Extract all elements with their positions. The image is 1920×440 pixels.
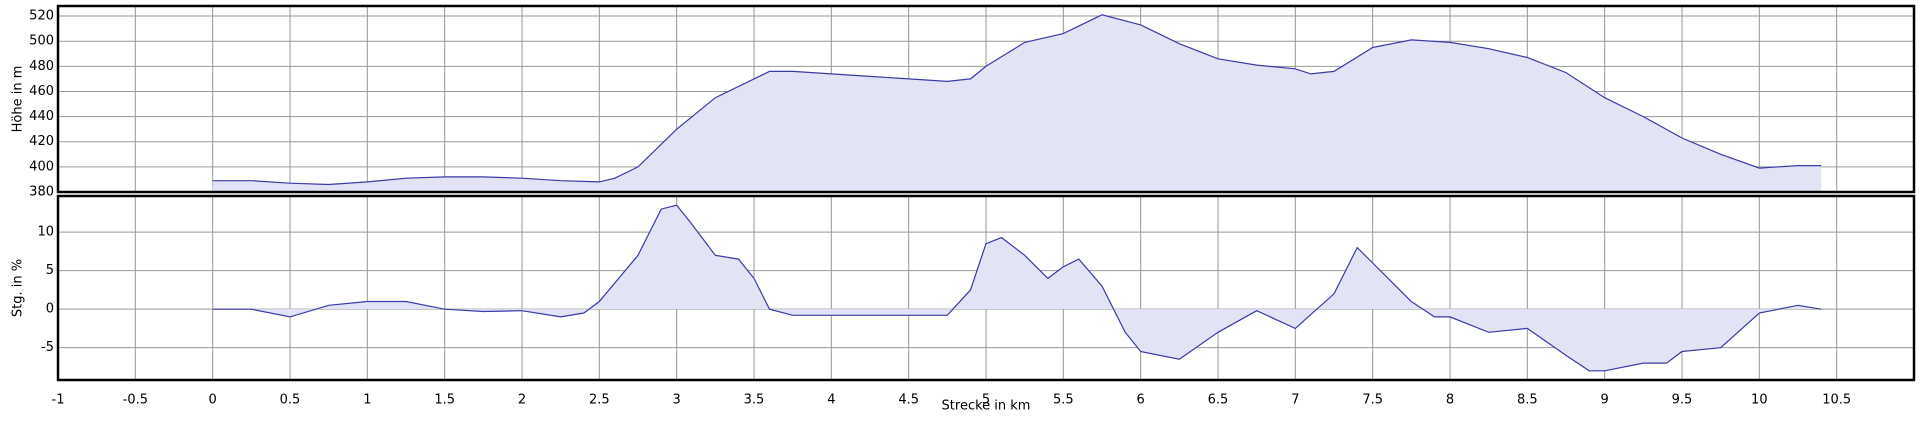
y-tick-label: 520 [29, 9, 54, 24]
x-tick-label: 3.5 [744, 393, 765, 408]
x-tick-label: 7.5 [1362, 393, 1383, 408]
x-tick-label: 4 [827, 393, 835, 408]
x-tick-label: -0.5 [123, 393, 148, 408]
x-tick-label: 5.5 [1053, 393, 1074, 408]
y-tick-label: 0 [46, 302, 54, 317]
x-tick-label: 9 [1601, 393, 1609, 408]
area-fill [212, 205, 1822, 371]
x-tick-label: 7 [1291, 393, 1299, 408]
x-tick-label: 1 [363, 393, 371, 408]
x-tick-label: 8.5 [1517, 393, 1538, 408]
x-axis-title: Strecke in km [942, 399, 1031, 414]
y-tick-label: 380 [29, 185, 54, 200]
x-tick-label: 8 [1446, 393, 1454, 408]
area-fill [212, 14, 1822, 192]
x-tick-label: -1 [52, 393, 65, 408]
plot-border [56, 194, 1916, 382]
y-tick-label: 480 [29, 59, 54, 74]
x-tick-label: 10.5 [1822, 393, 1851, 408]
y-axis-title: Stg. in % [11, 259, 26, 317]
x-tick-label: 0 [209, 393, 217, 408]
x-tick-label: 2.5 [589, 393, 610, 408]
y-tick-label: 500 [29, 34, 54, 49]
y-axis-title: Höhe in m [11, 66, 26, 133]
plot-border [56, 4, 1916, 194]
y-tick-label: 440 [29, 109, 54, 124]
x-tick-label: 10 [1751, 393, 1768, 408]
y-tick-label: 5 [46, 263, 54, 278]
x-tick-label: 5 [982, 393, 990, 408]
y-tick-label: -5 [41, 340, 54, 355]
x-tick-label: 6 [1137, 393, 1145, 408]
y-tick-label: 400 [29, 159, 54, 174]
y-tick-label: 460 [29, 84, 54, 99]
x-tick-label: 9.5 [1672, 393, 1693, 408]
x-tick-label: 1.5 [434, 393, 455, 408]
line [212, 14, 1822, 186]
line [212, 204, 1822, 372]
y-tick-label: 10 [37, 225, 54, 240]
x-tick-label: 4.5 [898, 393, 919, 408]
x-tick-label: 2 [518, 393, 526, 408]
x-tick-label: 0.5 [280, 393, 301, 408]
x-tick-label: 6.5 [1208, 393, 1229, 408]
x-tick-label: 3 [673, 393, 681, 408]
y-tick-label: 420 [29, 134, 54, 149]
